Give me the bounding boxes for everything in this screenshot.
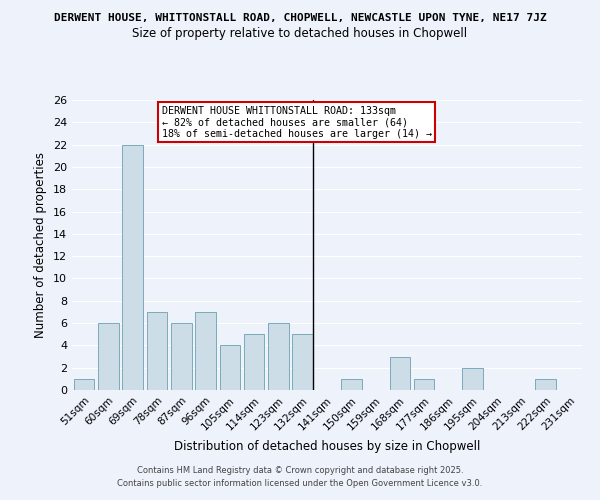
Bar xyxy=(74,379,94,390)
Bar xyxy=(146,312,167,390)
Bar xyxy=(463,368,483,390)
Bar xyxy=(122,144,143,390)
Bar xyxy=(341,379,362,390)
Text: Contains HM Land Registry data © Crown copyright and database right 2025.
Contai: Contains HM Land Registry data © Crown c… xyxy=(118,466,482,487)
Bar xyxy=(414,379,434,390)
X-axis label: Distribution of detached houses by size in Chopwell: Distribution of detached houses by size … xyxy=(174,440,480,453)
Bar xyxy=(98,323,119,390)
Text: DERWENT HOUSE, WHITTONSTALL ROAD, CHOPWELL, NEWCASTLE UPON TYNE, NE17 7JZ: DERWENT HOUSE, WHITTONSTALL ROAD, CHOPWE… xyxy=(53,12,547,22)
Bar xyxy=(195,312,216,390)
Bar xyxy=(535,379,556,390)
Bar xyxy=(171,323,191,390)
Bar xyxy=(268,323,289,390)
Text: DERWENT HOUSE WHITTONSTALL ROAD: 133sqm
← 82% of detached houses are smaller (64: DERWENT HOUSE WHITTONSTALL ROAD: 133sqm … xyxy=(162,106,432,139)
Bar xyxy=(292,334,313,390)
Bar xyxy=(220,346,240,390)
Bar xyxy=(244,334,265,390)
Text: Size of property relative to detached houses in Chopwell: Size of property relative to detached ho… xyxy=(133,28,467,40)
Bar xyxy=(389,356,410,390)
Y-axis label: Number of detached properties: Number of detached properties xyxy=(34,152,47,338)
